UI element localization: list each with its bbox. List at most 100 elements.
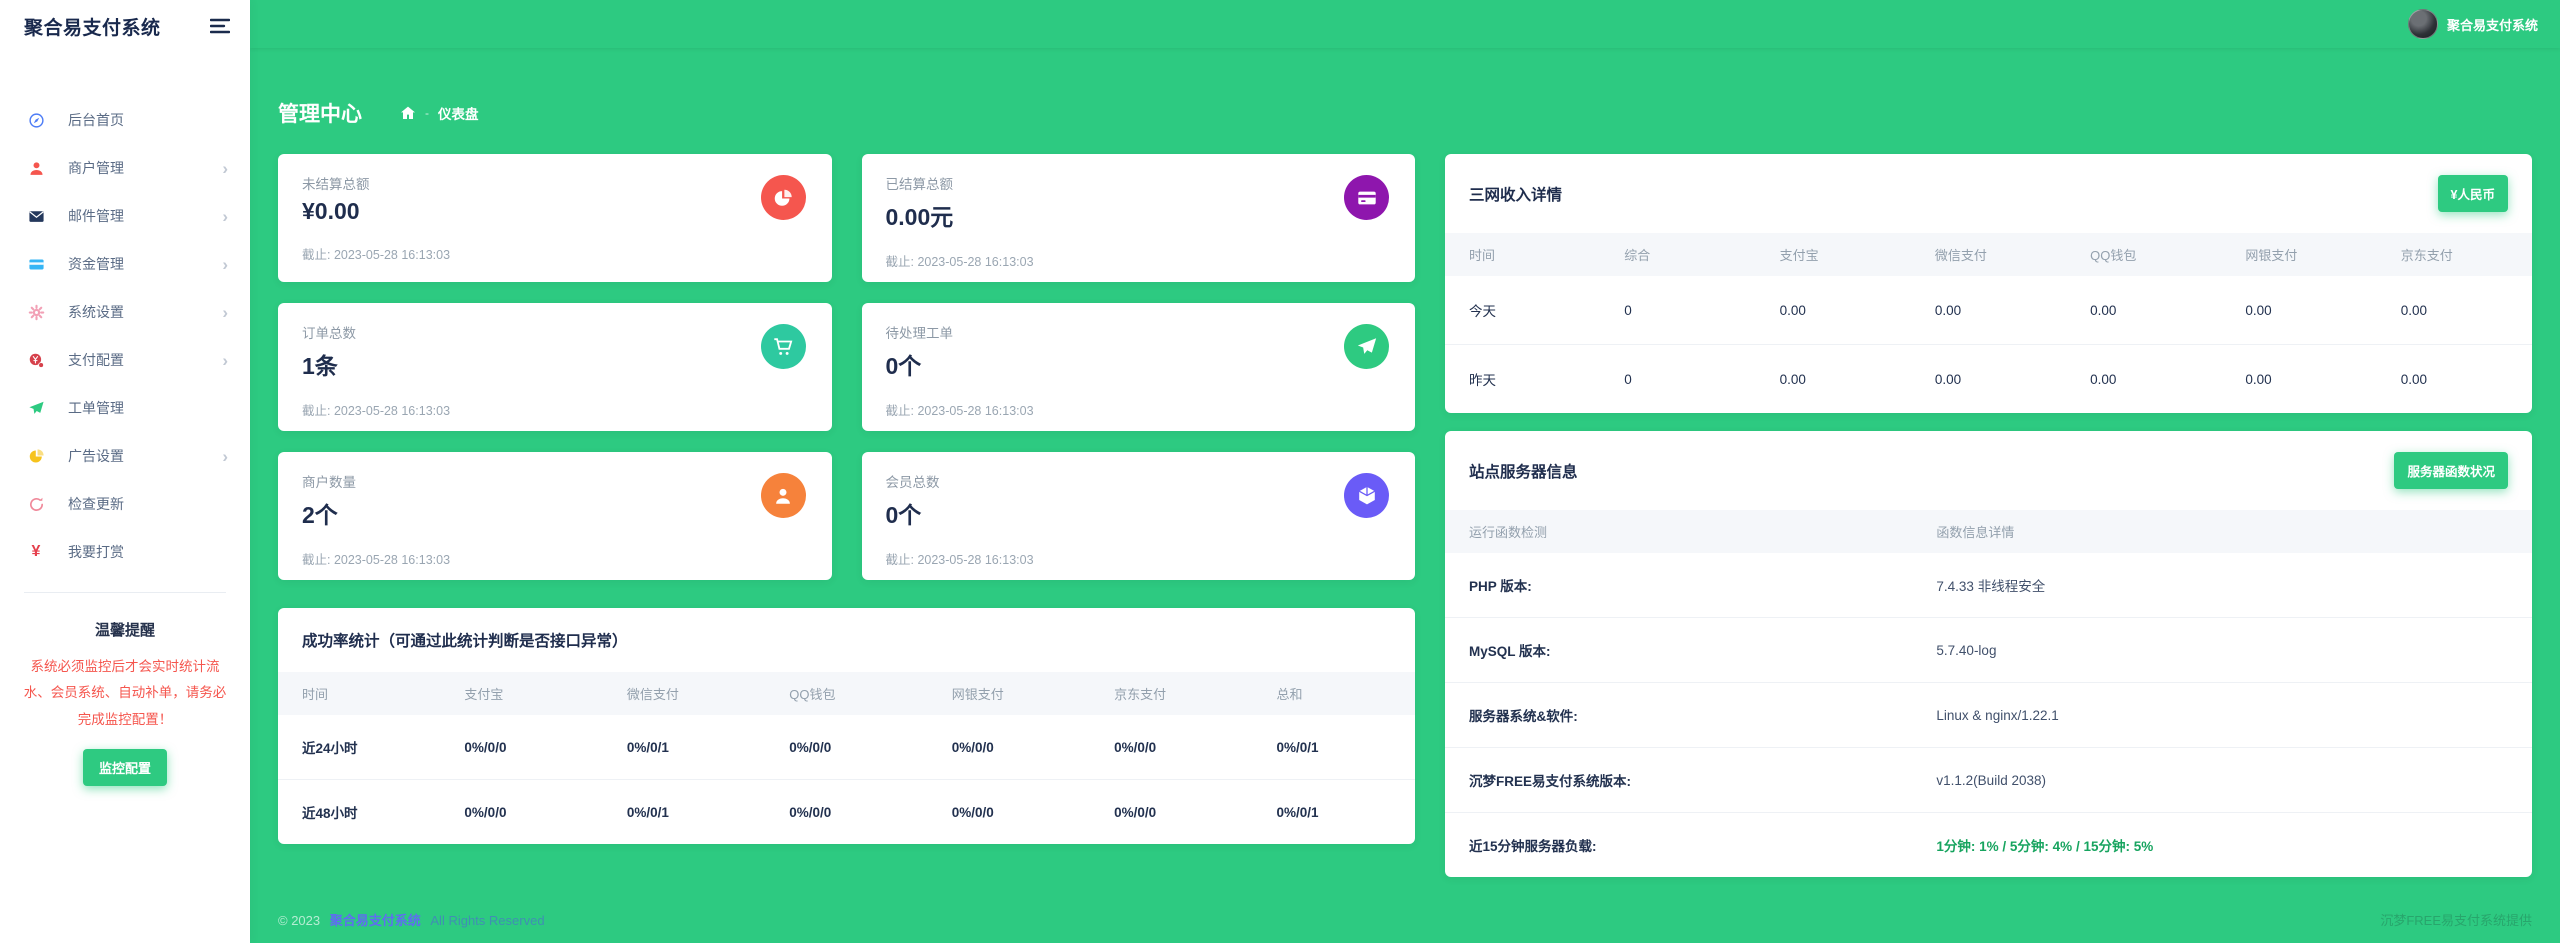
column-header: 网银支付 [2221, 233, 2377, 276]
sidebar-item-funds[interactable]: 资金管理 › [0, 240, 250, 288]
notice-title: 温馨提醒 [94, 622, 155, 639]
server-info-table: 运行函数检测 函数信息详情 PHP 版本: 7.4.33 非线程安全 [1445, 510, 2532, 877]
success-rate-table: 时间 支付宝 微信支付 QQ钱包 网银支付 京东支付 总和 [278, 672, 1415, 844]
table-row: 近15分钟服务器负载: 1分钟: 1% / 5分钟: 4% / 15分钟: 5% [1445, 812, 2532, 877]
stat-time: 截止: 2023-05-28 16:13:03 [302, 553, 451, 567]
copyright-year: © 2023 [278, 913, 321, 928]
sidebar-header: 聚合易支付系统 [0, 0, 250, 52]
sidebar-item-label: 商户管理 [68, 160, 124, 176]
pie-chart-icon [760, 175, 806, 220]
stat-card-unsettled: 未结算总额 ¥0.00 截止: 2023-05-28 16:13:03 [278, 154, 832, 282]
sidebar-menu: 后台首页 商户管理 › 邮件管理 › 资金管理 [0, 96, 250, 576]
column-header: 京东支付 [1090, 672, 1253, 715]
main-area: 聚合易支付系统 管理中心 - 仪表盘 未结算总额 ¥0.00 [250, 0, 2560, 943]
sidebar-item-mail[interactable]: 邮件管理 › [0, 192, 250, 240]
column-header: 网银支付 [927, 672, 1091, 715]
table-row: 服务器系统&软件: Linux & nginx/1.22.1 [1445, 682, 2532, 748]
stat-card-pending-tickets: 待处理工单 0个 截止: 2023-05-28 16:13:03 [861, 303, 1415, 431]
sidebar-item-label: 检查更新 [68, 496, 124, 512]
panel-header: 站点服务器信息 服务器函数状况 [1445, 431, 2532, 510]
topbar-username[interactable]: 聚合易支付系统 [2446, 17, 2538, 33]
server-functions-button[interactable]: 服务器函数状况 [2394, 452, 2508, 489]
chevron-right-icon: › [222, 350, 228, 370]
person-icon [760, 473, 806, 518]
stat-label: 商户数量 [302, 475, 356, 490]
column-header: 微信支付 [602, 672, 766, 715]
page-footer: © 2023 聚合易支付系统 All Rights Reserved 沉梦FRE… [278, 910, 2532, 929]
yen-icon: ¥ [31, 543, 41, 560]
monitor-config-button[interactable]: 监控配置 [82, 748, 167, 786]
sidebar-notice: 温馨提醒 系统必须监控后才会实时统计流水、会员系统、自动补单，请务必完成监控配置… [0, 593, 250, 786]
stat-value: ¥0.00 [302, 198, 360, 224]
stat-time: 截止: 2023-05-28 16:13:03 [885, 553, 1034, 567]
page-title: 管理中心 [278, 103, 362, 126]
app-logo: 聚合易支付系统 [24, 17, 161, 39]
panel-title: 站点服务器信息 [1469, 463, 1578, 481]
sidebar-item-payment-config[interactable]: 支付配置 › [0, 336, 250, 384]
footer-watermark: 沉梦FREE易支付系统提供 [2380, 913, 2532, 928]
table-row: 沉梦FREE易支付系统版本: v1.1.2(Build 2038) [1445, 747, 2532, 813]
table-header-row: 时间 支付宝 微信支付 QQ钱包 网银支付 京东支付 总和 [278, 672, 1415, 715]
stat-time: 截止: 2023-05-28 16:13:03 [885, 404, 1034, 418]
stat-card-merchants: 商户数量 2个 截止: 2023-05-28 16:13:03 [278, 452, 832, 580]
sidebar-divider [24, 592, 226, 593]
sidebar-item-label: 支付配置 [68, 352, 124, 368]
cart-icon [760, 324, 806, 369]
sidebar-item-settings[interactable]: 系统设置 › [0, 288, 250, 336]
sidebar-item-label: 广告设置 [68, 448, 124, 464]
stat-label: 未结算总额 [302, 177, 370, 192]
footer-brand-link[interactable]: 聚合易支付系统 [329, 913, 421, 928]
server-load-value: 1分钟: 1% / 5分钟: 4% / 15分钟: 5% [1912, 812, 2532, 877]
paper-plane-icon [1344, 324, 1389, 369]
column-header: 综合 [1600, 233, 1756, 276]
panel-header: 成功率统计（可通过此统计判断是否接口异常） [278, 608, 1415, 672]
right-column: 三网收入详情 ¥人民币 时间 综合 支付宝 微信支付 QQ钱包 [1445, 154, 2532, 877]
stat-card-orders: 订单总数 1条 截止: 2023-05-28 16:13:03 [278, 303, 832, 431]
breadcrumb-page[interactable]: 仪表盘 [438, 107, 479, 122]
sidebar-item-donate[interactable]: ¥ 我要打赏 [0, 528, 250, 576]
column-header: 支付宝 [1755, 233, 1911, 276]
income-table: 时间 综合 支付宝 微信支付 QQ钱包 网银支付 京东支付 [1445, 233, 2532, 413]
chevron-right-icon: › [222, 254, 228, 274]
panel-header: 三网收入详情 ¥人民币 [1445, 154, 2532, 233]
paper-plane-icon [27, 399, 45, 417]
table-header-row: 时间 综合 支付宝 微信支付 QQ钱包 网银支付 京东支付 [1445, 233, 2532, 276]
sidebar-item-check-update[interactable]: 检查更新 [0, 480, 250, 528]
avatar[interactable] [2407, 9, 2438, 39]
server-info-panel: 站点服务器信息 服务器函数状况 运行函数检测 函数信息详情 [1445, 431, 2532, 877]
content: 管理中心 - 仪表盘 未结算总额 ¥0.00 截止: 2023-05-28 16… [250, 48, 2560, 943]
table-header-row: 运行函数检测 函数信息详情 [1445, 510, 2532, 553]
chevron-right-icon: › [222, 206, 228, 226]
stat-value: 1条 [302, 353, 338, 379]
chevron-right-icon: › [222, 158, 228, 178]
home-icon[interactable] [400, 105, 416, 121]
stat-label: 待处理工单 [885, 326, 954, 341]
stat-card-settled: 已结算总额 0.00元 截止: 2023-05-28 16:13:03 [861, 154, 1415, 282]
footer-rights: All Rights Reserved [430, 913, 545, 928]
menu-toggle-icon[interactable] [209, 18, 231, 34]
sidebar-item-tickets[interactable]: 工单管理 [0, 384, 250, 432]
currency-button[interactable]: ¥人民币 [2437, 175, 2508, 212]
column-header: 时间 [1445, 233, 1601, 276]
breadcrumb-separator: - [425, 106, 429, 120]
sync-icon [27, 495, 45, 513]
table-row: 今天 0 0.00 0.00 0.00 0.00 0.00 [1469, 302, 2427, 320]
column-header: QQ钱包 [765, 672, 928, 715]
income-panel: 三网收入详情 ¥人民币 时间 综合 支付宝 微信支付 QQ钱包 [1445, 154, 2532, 413]
sidebar-item-ads[interactable]: 广告设置 › [0, 432, 250, 480]
credit-card-icon [1344, 175, 1389, 220]
topbar: 聚合易支付系统 [250, 0, 2560, 48]
stat-time: 截止: 2023-05-28 16:13:03 [302, 404, 451, 418]
left-column: 未结算总额 ¥0.00 截止: 2023-05-28 16:13:03 已结算总… [278, 154, 1415, 877]
stat-card-members: 会员总数 0个 截止: 2023-05-28 16:13:03 [861, 452, 1415, 580]
sidebar-item-merchants[interactable]: 商户管理 › [0, 144, 250, 192]
stat-cards: 未结算总额 ¥0.00 截止: 2023-05-28 16:13:03 已结算总… [278, 154, 1415, 580]
sidebar-item-dashboard[interactable]: 后台首页 [0, 96, 250, 144]
panel-title: 三网收入详情 [1469, 186, 1563, 204]
column-header: 函数信息详情 [1912, 510, 2532, 553]
stat-value: 0.00元 [885, 204, 954, 230]
sidebar-item-label: 资金管理 [68, 256, 124, 272]
panel-title: 成功率统计（可通过此统计判断是否接口异常） [302, 633, 628, 650]
pie-icon [27, 447, 45, 465]
table-row: PHP 版本: 7.4.33 非线程安全 [1469, 579, 2046, 594]
